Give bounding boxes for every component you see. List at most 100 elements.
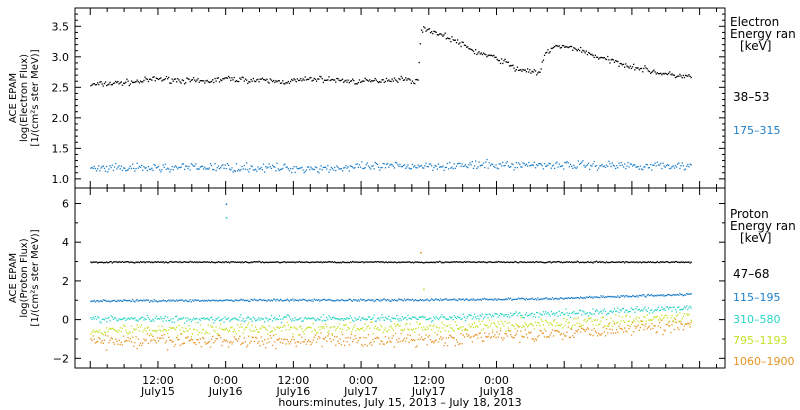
data-point [151,300,153,302]
data-point [104,299,107,302]
data-point [291,261,293,263]
data-point [163,334,165,336]
data-point [612,261,614,263]
data-point [291,78,293,81]
data-point [602,165,604,168]
data-point [565,45,567,48]
data-point [269,335,271,337]
data-point [92,335,94,337]
data-point [381,299,383,302]
data-point [110,261,112,263]
data-point [466,329,468,331]
data-point [419,299,421,301]
data-point [528,261,530,263]
data-point [420,261,423,263]
data-point [492,329,494,331]
data-point [188,325,190,327]
data-point [569,336,572,338]
data-point [169,171,171,173]
data-point [196,261,198,263]
data-point [624,327,626,329]
data-point [329,327,331,329]
data-point [612,320,614,322]
data-point [463,261,466,263]
data-point [330,340,332,343]
data-point [279,326,282,328]
data-point [668,308,670,310]
data-point [673,306,675,308]
data-point [208,300,210,302]
data-point [313,336,315,338]
data-point [302,341,304,343]
data-point [437,318,440,321]
data-point [475,299,477,301]
data-point [508,316,511,318]
data-point [576,260,578,262]
data-point [148,318,151,321]
data-point [590,53,592,56]
data-point [434,298,436,301]
data-point [304,170,306,173]
data-point [431,298,433,300]
data-point [464,298,467,300]
data-point [375,320,377,322]
data-point [241,320,243,322]
data-point [449,261,451,264]
y-tick-label: 1.0 [52,173,70,186]
data-point [280,168,283,170]
data-point [172,327,174,329]
data-point [129,165,131,167]
data-point [611,162,613,164]
data-point [249,81,251,83]
data-point [222,317,224,320]
data-point [616,261,618,263]
data-point [510,166,512,168]
data-point [546,165,548,167]
data-point [132,298,134,301]
data-point [574,297,576,299]
data-point [124,167,126,169]
data-point [410,299,412,301]
data-point [450,317,452,319]
data-point [203,80,205,82]
data-point [607,332,609,334]
data-point [656,72,658,74]
data-point [221,165,223,167]
data-point [409,317,411,319]
data-point [268,261,270,263]
series-38–53 [90,26,692,87]
data-point [101,300,103,303]
data-point [297,79,300,82]
data-point [147,326,150,328]
data-point [413,82,415,84]
data-point [352,78,354,80]
data-point [256,79,258,81]
data-point [423,167,425,169]
data-point [178,261,180,264]
data-point [359,298,362,300]
data-point [463,299,466,302]
data-point [420,327,423,329]
data-point [437,261,440,263]
data-point [292,261,294,263]
electron-legend-175-315: 175–315 [733,124,781,137]
data-point [367,316,370,318]
data-point [629,310,631,313]
data-point [545,165,547,167]
data-point [467,261,469,263]
data-point [524,314,526,316]
data-point [341,170,344,172]
data-point [622,166,625,168]
data-point [321,262,323,264]
data-point [392,80,394,82]
data-point [273,298,275,300]
data-point [200,332,203,334]
data-point [401,165,403,168]
data-point [609,62,611,64]
data-point [194,318,196,321]
data-point [672,165,674,167]
data-point [397,341,399,343]
data-point [514,312,516,315]
data-point [435,298,437,300]
data-point [304,338,306,341]
